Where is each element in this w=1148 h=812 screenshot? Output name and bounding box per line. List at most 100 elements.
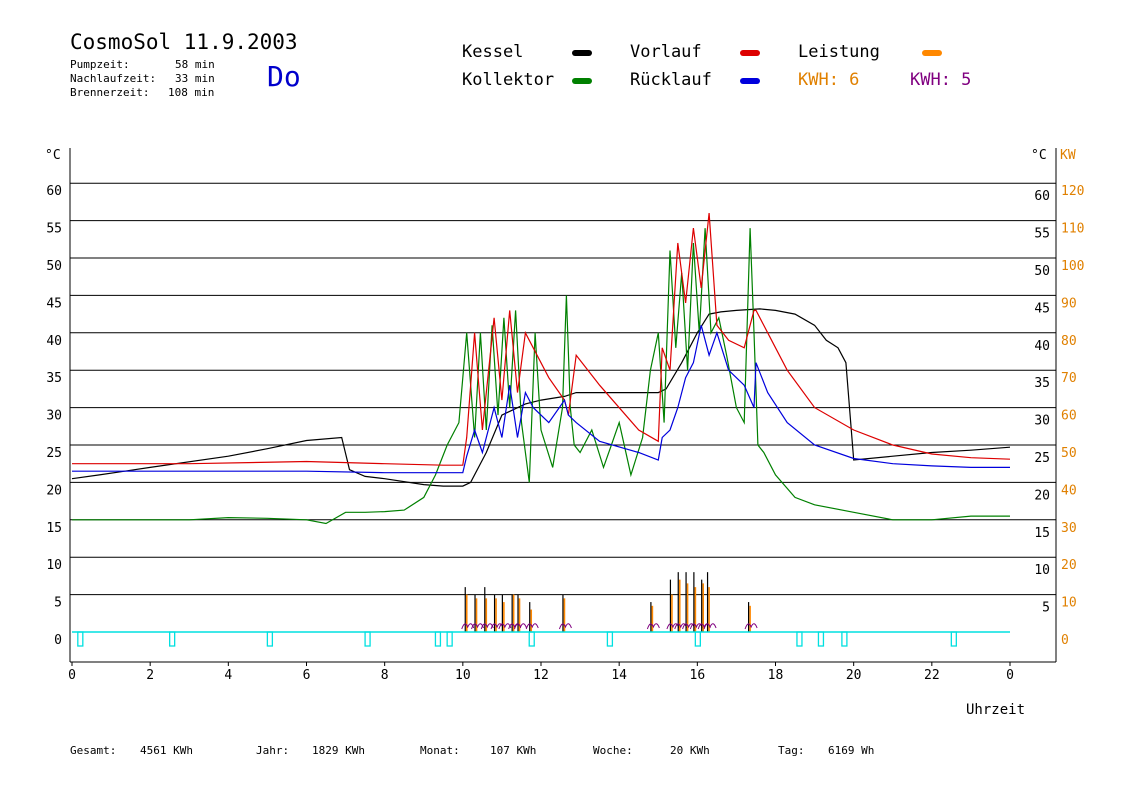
pump-marker bbox=[694, 631, 701, 647]
y-tick-right-kw: 30 bbox=[1061, 521, 1077, 536]
x-tick: 20 bbox=[846, 668, 862, 683]
pump-marker bbox=[528, 631, 535, 647]
y-tick-right-c: 55 bbox=[1034, 227, 1050, 242]
legend-vorlauf-swatch bbox=[740, 50, 760, 56]
pump-marker bbox=[266, 631, 274, 647]
brennerzeit-value: 108 min bbox=[168, 86, 215, 99]
y-tick-left: 25 bbox=[46, 446, 62, 461]
kwh-wave bbox=[471, 623, 484, 630]
nachlaufzeit-value: 33 min bbox=[175, 72, 215, 85]
tag-label: Tag: bbox=[778, 744, 805, 757]
kwh-wave bbox=[703, 623, 717, 630]
jahr-label: Jahr: bbox=[256, 744, 290, 757]
x-axis-label: Uhrzeit bbox=[966, 702, 1025, 718]
legend-leistung-swatch bbox=[922, 50, 942, 56]
pump-marker bbox=[364, 631, 371, 647]
x-tick: 8 bbox=[381, 668, 389, 683]
kwh-wave bbox=[498, 623, 512, 630]
x-tick: 0 bbox=[68, 668, 76, 683]
y-tick-right-c: 25 bbox=[1034, 451, 1050, 466]
pumpzeit-label: Pumpzeit: bbox=[70, 58, 130, 71]
chart-ticks: 0510152025303540455055605101520253035404… bbox=[46, 184, 1084, 683]
woche-label: Woche: bbox=[593, 744, 633, 757]
series-line-rcklauf bbox=[72, 325, 1010, 474]
y-axis-label-right-kw: KW bbox=[1060, 148, 1076, 163]
y-tick-right-kw: 80 bbox=[1061, 334, 1077, 349]
x-tick: 16 bbox=[690, 668, 706, 683]
monat-label: Monat: bbox=[420, 744, 460, 757]
weekday-label: Do bbox=[267, 60, 301, 93]
series-line-kollektor bbox=[72, 228, 1010, 525]
kwh-wave bbox=[646, 623, 660, 630]
y-tick-right-kw: 0 bbox=[1061, 633, 1069, 648]
pump-marker bbox=[434, 631, 442, 647]
y-tick-left: 10 bbox=[46, 558, 62, 573]
pump-marker bbox=[606, 631, 614, 647]
y-tick-right-kw: 100 bbox=[1061, 259, 1084, 274]
legend-ruecklauf-swatch bbox=[740, 78, 760, 84]
x-tick: 10 bbox=[455, 668, 471, 683]
y-tick-right-c: 45 bbox=[1034, 301, 1050, 316]
pump-marker bbox=[950, 631, 957, 647]
kwh-wave bbox=[480, 623, 494, 630]
kwh-wave bbox=[461, 623, 475, 630]
x-tick: 14 bbox=[611, 668, 627, 683]
y-axis-label-right-c: °C bbox=[1031, 148, 1047, 163]
woche-value: 20 KWh bbox=[670, 744, 710, 757]
y-tick-right-kw: 70 bbox=[1061, 371, 1077, 386]
y-tick-left: 55 bbox=[46, 222, 62, 237]
kwh-wave bbox=[744, 623, 758, 630]
y-tick-right-c: 40 bbox=[1034, 339, 1050, 354]
chart-marks bbox=[72, 572, 1010, 647]
pump-marker bbox=[446, 631, 453, 647]
y-tick-right-kw: 120 bbox=[1061, 184, 1084, 199]
pump-marker bbox=[841, 631, 848, 647]
legend-kollektor-swatch bbox=[572, 78, 592, 84]
y-tick-left: 15 bbox=[46, 521, 62, 536]
y-tick-right-c: 20 bbox=[1034, 488, 1050, 503]
y-tick-right-kw: 20 bbox=[1061, 558, 1077, 573]
legend-kessel-label: Kessel bbox=[462, 42, 524, 62]
y-tick-right-kw: 40 bbox=[1061, 483, 1077, 498]
gesamt-label: Gesamt: bbox=[70, 744, 117, 757]
y-tick-left: 45 bbox=[46, 296, 62, 311]
kwh-wave bbox=[558, 623, 572, 630]
x-tick: 12 bbox=[533, 668, 549, 683]
y-tick-left: 30 bbox=[46, 409, 62, 424]
y-tick-right-kw: 10 bbox=[1061, 596, 1077, 611]
y-axis-label-left: °C bbox=[45, 148, 61, 163]
series-line-vorlauf bbox=[72, 213, 1011, 466]
x-tick: 0 bbox=[1006, 668, 1014, 683]
y-tick-right-c: 35 bbox=[1034, 376, 1050, 391]
nachlaufzeit-label: Nachlaufzeit: bbox=[70, 72, 157, 85]
pump-marker bbox=[796, 631, 803, 647]
chart-series bbox=[71, 213, 1011, 525]
y-tick-right-c: 15 bbox=[1034, 526, 1050, 541]
pump-marker bbox=[817, 631, 825, 647]
pumpzeit-value: 58 min bbox=[175, 58, 215, 71]
temperature-chart: 0510152025303540455055605101520253035404… bbox=[45, 148, 1084, 718]
gesamt-value: 4561 KWh bbox=[140, 744, 193, 757]
x-tick: 2 bbox=[146, 668, 154, 683]
y-tick-left: 20 bbox=[46, 483, 62, 498]
y-tick-right-c: 10 bbox=[1034, 563, 1050, 578]
x-tick: 6 bbox=[303, 668, 311, 683]
legend-ruecklauf-label: Rücklauf bbox=[630, 70, 712, 90]
pump-marker bbox=[77, 631, 84, 647]
legend-kollektor-label: Kollektor bbox=[462, 70, 555, 90]
kwh-wave bbox=[514, 623, 527, 630]
chart-title: CosmoSol 11.9.2003 bbox=[70, 30, 298, 54]
y-tick-right-kw: 60 bbox=[1061, 409, 1077, 424]
pump-marker bbox=[169, 631, 176, 647]
y-tick-right-kw: 110 bbox=[1061, 222, 1084, 237]
y-tick-left: 60 bbox=[46, 184, 62, 199]
y-tick-left: 35 bbox=[46, 371, 62, 386]
y-tick-right-kw: 50 bbox=[1061, 446, 1077, 461]
legend-leistung-label: Leistung bbox=[798, 42, 880, 62]
y-tick-right-kw: 90 bbox=[1061, 296, 1077, 311]
y-tick-right-c: 60 bbox=[1034, 189, 1050, 204]
legend-kwh2: KWH: 5 bbox=[910, 70, 972, 90]
y-tick-left: 0 bbox=[54, 633, 62, 648]
legend-vorlauf-label: Vorlauf bbox=[630, 42, 702, 62]
y-tick-right-c: 50 bbox=[1034, 264, 1050, 279]
